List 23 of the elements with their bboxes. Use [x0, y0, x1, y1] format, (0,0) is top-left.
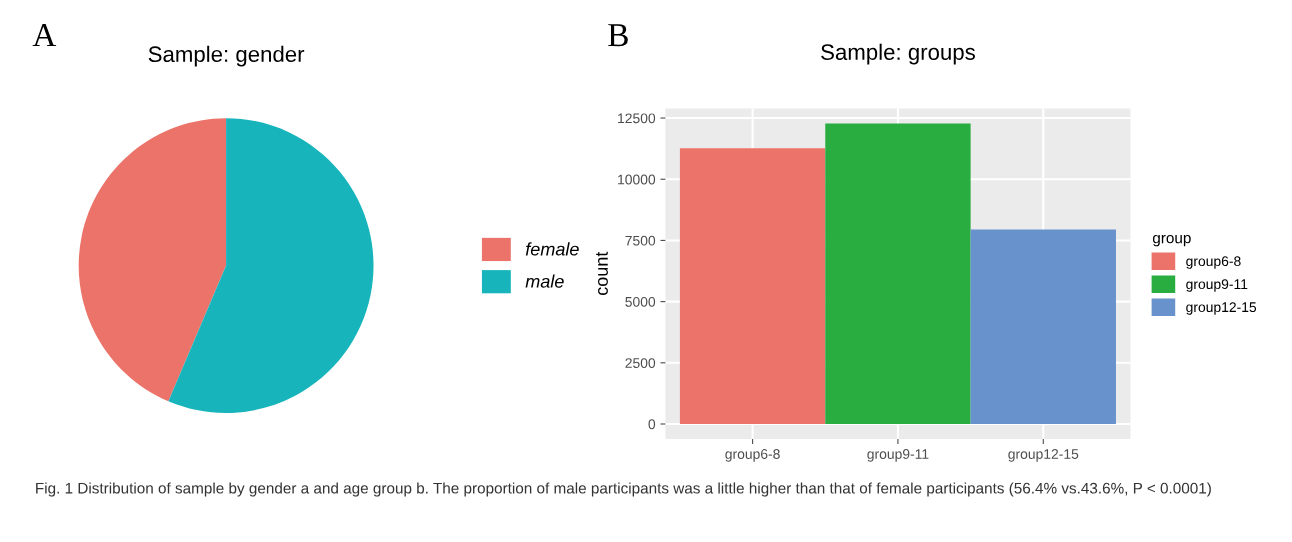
- y-tick-label: 10000: [618, 174, 656, 185]
- x-tick-label: group12-15: [1008, 449, 1079, 462]
- text: A: [32, 24, 57, 47]
- legend-label: group9-11: [1186, 279, 1248, 292]
- legend-label: female: [525, 242, 579, 256]
- y-tick-label: 2500: [625, 358, 656, 368]
- chart-title: Sample: groups: [821, 43, 975, 65]
- y-tick-label: 5000: [625, 296, 656, 307]
- chart-title: Sample: gender: [148, 45, 305, 67]
- text: B: [608, 24, 628, 47]
- legend-label: male: [525, 274, 564, 288]
- legend-title: group: [1152, 234, 1191, 247]
- pie-slice: [168, 118, 374, 413]
- x-tick-label: group6-8: [725, 449, 780, 462]
- y-tick-label: 12500: [618, 113, 656, 124]
- caption: Fig. 1 Distribution of sample by gender a and age group b. The proportion of male participants was a little higher than that of female participants (56.4% vs.43.6%, P < 0.0001): [36, 482, 1211, 497]
- x-tick-label: group9-11: [867, 449, 929, 462]
- legend-label: group12-15: [1186, 302, 1257, 315]
- pie-slice: [78, 118, 227, 402]
- y-tick-label: 0: [648, 419, 656, 430]
- legend-label: group6-8: [1186, 256, 1241, 269]
- y-tick-label: 7500: [625, 235, 656, 246]
- y-axis-title: count: [596, 251, 608, 296]
